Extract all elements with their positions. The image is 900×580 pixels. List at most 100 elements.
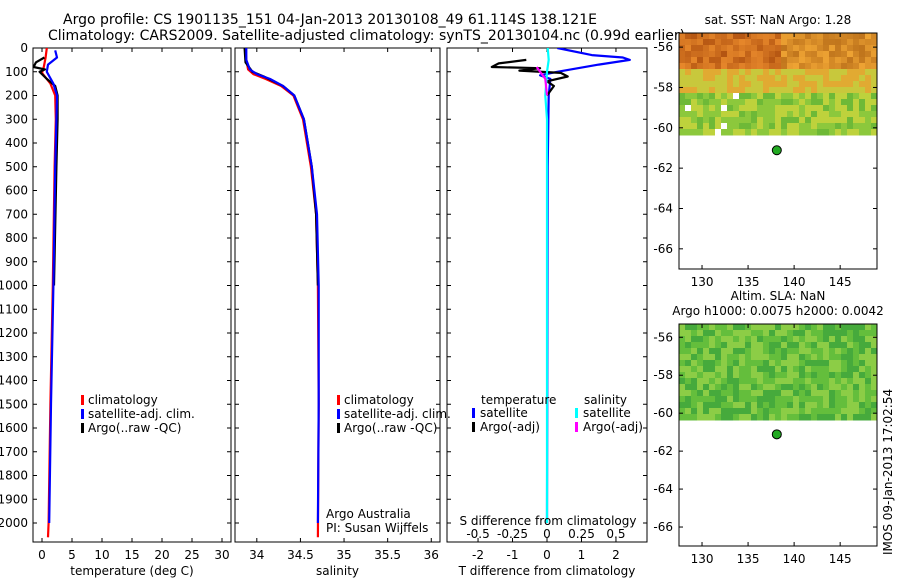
heatmap-cell [757,87,764,94]
heatmap-cell [871,123,878,130]
heatmap-cell [703,81,710,88]
heatmap-cell [685,63,692,70]
heatmap-cell [715,105,722,112]
heatmap-cell [811,69,818,76]
heatmap-cell [817,408,824,415]
heatmap-cell [829,75,836,82]
heatmap-cell [799,408,806,415]
heatmap-cell [871,354,878,361]
heatmap-cell [703,342,710,349]
heatmap-cell [799,63,806,70]
legend-label: Argo(..raw -QC) [88,421,181,435]
heatmap-cell [697,336,704,343]
heatmap-cell [787,123,794,130]
x-tick-label: 15 [124,548,139,562]
heatmap-cell [781,75,788,82]
heatmap-cell [865,39,872,46]
heatmap-cell [721,129,728,136]
heatmap-cell [703,123,710,130]
heatmap-cell [823,342,830,349]
heatmap-cell [835,63,842,70]
heatmap-cell [745,390,752,397]
heatmap-cell [799,87,806,94]
heatmap-cell [715,111,722,118]
heatmap-cell [715,75,722,82]
heatmap-cell [703,348,710,355]
heatmap-cell [679,75,686,82]
heatmap-cell [685,105,692,112]
heatmap-cell [721,75,728,82]
heatmap-cell [853,33,860,40]
heatmap-cell [745,123,752,130]
heatmap-cell [841,117,848,124]
heatmap-cell [781,117,788,124]
heatmap-cell [751,378,758,385]
heatmap-cell [841,324,848,331]
heatmap-cell [763,360,770,367]
heatmap-cell [769,93,776,100]
heatmap-cell [859,129,866,136]
legend-label: satellite [480,406,528,420]
heatmap-cell [685,45,692,52]
heatmap-cell [691,63,698,70]
heatmap-cell [775,87,782,94]
figure-title-line2: Climatology: CARS2009. Satellite-adjuste… [48,28,686,44]
heatmap-cell [811,354,818,361]
heatmap-cell [787,57,794,64]
heatmap-cell [829,342,836,349]
legend-swatch [337,409,340,419]
heatmap-cell [751,81,758,88]
heatmap-cell [811,81,818,88]
heatmap-cell [745,99,752,106]
heatmap-cell [841,99,848,106]
heatmap-cell [703,414,710,421]
heatmap-cell [769,414,776,421]
heatmap-cell [829,123,836,130]
heatmap-cell [829,360,836,367]
heatmap-cell [721,57,728,64]
legend-swatch [472,408,475,418]
heatmap-cell [829,396,836,403]
heatmap-cell [859,63,866,70]
heatmap-cell [781,99,788,106]
heatmap-cell [703,99,710,106]
heatmap-cell [781,51,788,58]
heatmap-cell [691,99,698,106]
heatmap-cell [739,75,746,82]
heatmap-cell [799,117,806,124]
salinity-panel: 34 34.5 35 35.5 36 salinity climatologysatelli… [234,47,451,578]
heatmap-cell [763,402,770,409]
heatmap-cell [739,87,746,94]
heatmap-cell [841,330,848,337]
heatmap-cell [733,57,740,64]
heatmap-cell [823,111,830,118]
heatmap-cell [745,93,752,100]
heatmap-cell [745,366,752,373]
heatmap-cell [715,330,722,337]
heatmap-cell [775,378,782,385]
heatmap-cell [709,408,716,415]
heatmap-cell [715,408,722,415]
heatmap-cell [811,63,818,70]
heatmap-cell [763,63,770,70]
heatmap-cell [871,336,878,343]
heatmap-cell [793,324,800,331]
heatmap-cell [811,117,818,124]
heatmap-cell [775,414,782,421]
heatmap-cell [685,99,692,106]
y-tick-label: 1000 [0,279,28,293]
heatmap-cell [715,354,722,361]
heatmap-cell [751,99,758,106]
heatmap-cell [835,408,842,415]
heatmap-cell [793,396,800,403]
heatmap-cell [865,99,872,106]
legend-label: climatology [344,393,414,407]
heatmap-cell [721,408,728,415]
heatmap-cell [769,402,776,409]
heatmap-cell [805,99,812,106]
heatmap-cell [817,342,824,349]
heatmap-cell [853,69,860,76]
heatmap-cell [853,402,860,409]
heatmap-cell [865,372,872,379]
heatmap-cell [835,33,842,40]
